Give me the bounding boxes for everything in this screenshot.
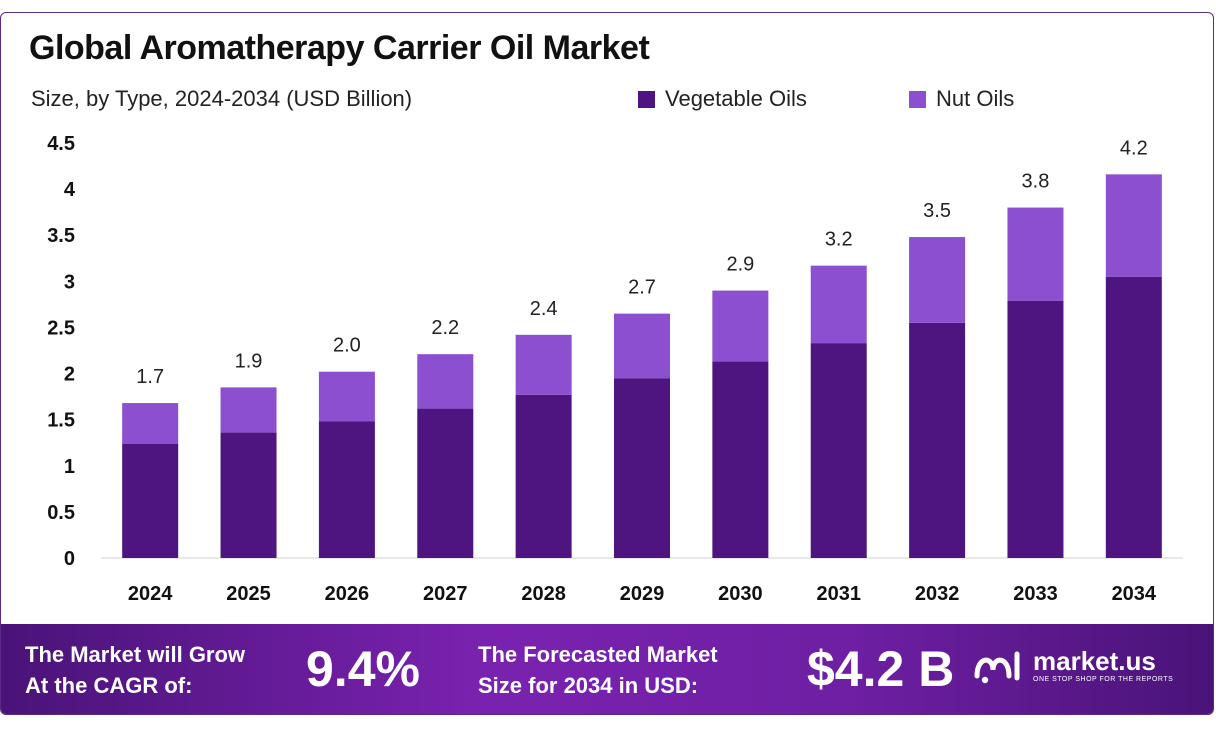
bar-nut-oils <box>220 387 277 433</box>
bar-nut-oils <box>1007 207 1064 301</box>
legend-item-nut-oils: Nut Oils <box>909 86 1014 112</box>
bar-total-label: 4.2 <box>1120 137 1148 159</box>
market-us-logo: market.us ONE STOP SHOP FOR THE REPORTS <box>973 646 1173 686</box>
chart-title: Global Aromatherapy Carrier Oil Market <box>29 29 650 67</box>
summary-footer: The Market will Grow At the CAGR of: 9.4… <box>1 624 1213 714</box>
forecast-value: $4.2 B <box>807 641 955 697</box>
y-tick-label: 1.5 <box>47 410 75 432</box>
forecast-label-line1: The Forecasted Market <box>478 642 718 667</box>
bar-nut-oils <box>515 334 572 395</box>
bar-total-label: 3.2 <box>825 229 853 251</box>
y-tick-label: 4.5 <box>47 133 75 155</box>
bar-nut-oils <box>810 265 867 344</box>
bar-nut-oils <box>909 237 966 323</box>
x-tick-label: 2028 <box>521 583 566 605</box>
bar-vegetable-oils <box>909 322 966 558</box>
bar-vegetable-oils <box>122 443 179 558</box>
bar-total-label: 3.5 <box>923 200 951 222</box>
x-tick-label: 2034 <box>1112 583 1157 605</box>
y-tick-label: 2 <box>64 364 75 386</box>
y-tick-label: 2.5 <box>47 317 75 339</box>
legend-item-vegetable-oils: Vegetable Oils <box>638 86 807 112</box>
bar-nut-oils <box>122 403 179 444</box>
bar-total-label: 2.2 <box>431 317 459 339</box>
y-tick-label: 4 <box>64 179 76 201</box>
stacked-bar-chart: 0 0.5 1 1.5 2 2.5 3 3.5 4 4.5 1.7 2024 1.9 2025 2.0 202… <box>47 133 1183 605</box>
x-tick-label: 2024 <box>128 583 173 605</box>
legend-swatch-nut-oils <box>909 90 926 108</box>
y-tick-label: 3 <box>64 271 75 293</box>
x-tick-label: 2026 <box>325 583 370 605</box>
bar-nut-oils <box>614 313 670 379</box>
x-tick-label: 2031 <box>816 583 861 605</box>
x-tick-label: 2033 <box>1013 583 1058 605</box>
bar-total-label: 1.7 <box>136 366 164 388</box>
bar-nut-oils <box>318 371 375 422</box>
bar-total-label: 2.7 <box>628 277 656 299</box>
bar-nut-oils <box>712 290 769 362</box>
bar-nut-oils <box>1105 174 1162 277</box>
bar-vegetable-oils <box>614 378 670 558</box>
logo-tagline: ONE STOP SHOP FOR THE REPORTS <box>1033 676 1174 683</box>
forecast-label-line2: Size for 2034 in USD: <box>478 673 699 698</box>
forecast-label: The Forecasted Market Size for 2034 in U… <box>478 639 718 701</box>
bar-vegetable-oils <box>220 432 277 558</box>
bar-vegetable-oils <box>515 394 572 558</box>
chart-subtitle: Size, by Type, 2024-2034 (USD Billion) <box>31 86 413 111</box>
chart-card: Global Aromatherapy Carrier Oil Market S… <box>0 12 1214 715</box>
x-tick-label: 2029 <box>620 583 665 605</box>
bar-total-label: 1.9 <box>235 350 263 372</box>
x-tick-label: 2032 <box>915 583 960 605</box>
cagr-label-line1: The Market will Grow <box>25 642 246 667</box>
y-tick-label: 0 <box>64 548 75 570</box>
cagr-label-line2: At the CAGR of: <box>25 673 193 698</box>
legend-label-nut-oils: Nut Oils <box>936 86 1015 111</box>
bar-vegetable-oils <box>318 421 375 558</box>
cagr-label: The Market will Grow At the CAGR of: <box>25 639 245 701</box>
x-tick-label: 2027 <box>423 583 468 605</box>
bar-total-label: 2.0 <box>333 335 361 357</box>
logo-name: market.us <box>1033 646 1156 676</box>
legend-swatch-vegetable-oils <box>638 90 655 108</box>
bar-vegetable-oils <box>1105 276 1162 558</box>
y-tick-label: 3.5 <box>47 225 75 247</box>
bar-total-label: 3.8 <box>1022 171 1050 193</box>
y-tick-label: 0.5 <box>47 502 75 524</box>
bar-vegetable-oils <box>810 343 867 558</box>
legend-label-vegetable-oils: Vegetable Oils <box>665 86 807 111</box>
bar-total-label: 2.9 <box>726 254 754 276</box>
bar-nut-oils <box>417 354 474 409</box>
market-us-logo-icon <box>974 651 1020 684</box>
bar-vegetable-oils <box>417 408 474 558</box>
bar-total-label: 2.4 <box>530 298 558 320</box>
bar-vegetable-oils <box>1007 300 1064 558</box>
cagr-value: 9.4% <box>306 641 420 697</box>
bar-vegetable-oils <box>712 361 769 558</box>
x-tick-label: 2030 <box>718 583 763 605</box>
x-tick-label: 2025 <box>226 583 271 605</box>
y-tick-label: 1 <box>64 456 75 478</box>
